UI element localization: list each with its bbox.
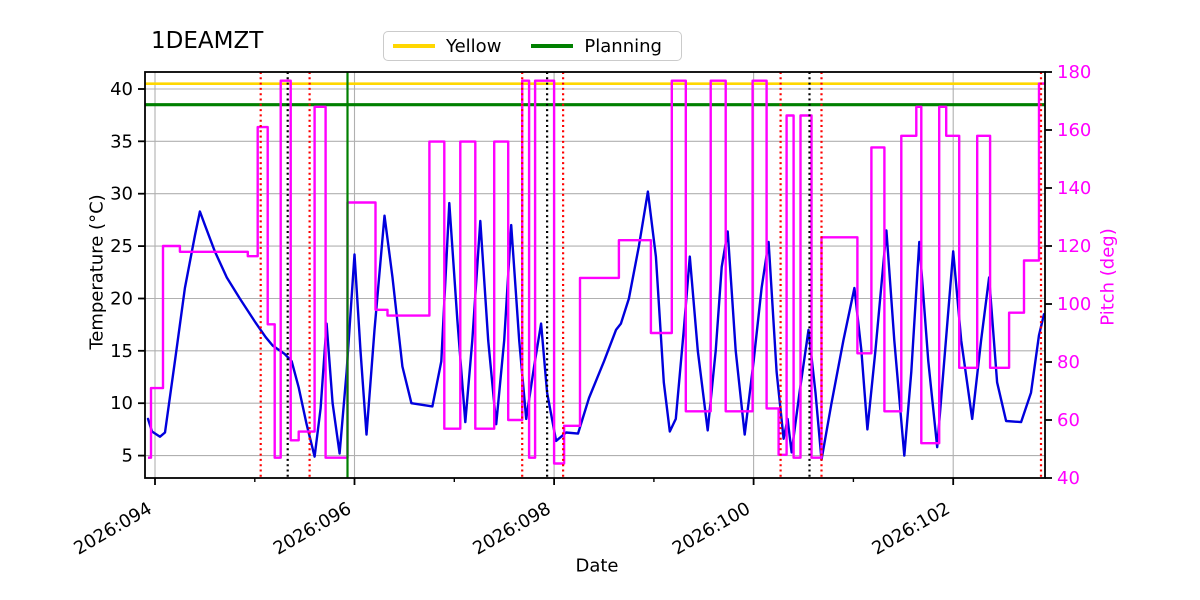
y-left-tick-label: 10 bbox=[110, 393, 133, 414]
axes-frame bbox=[144, 71, 1046, 479]
x-tick-label: 2026:094 bbox=[70, 498, 155, 559]
y-right-tick-label: 40 bbox=[1057, 468, 1080, 489]
y-left-tick-label: 35 bbox=[110, 131, 133, 152]
y-right-tick-label: 80 bbox=[1057, 352, 1080, 373]
x-tick-label: 2026:102 bbox=[869, 498, 954, 559]
temperature-line bbox=[146, 190, 1046, 461]
legend: Yellow Planning bbox=[383, 31, 682, 61]
pitch-line bbox=[148, 79, 1045, 465]
x-tick-label: 2026:096 bbox=[270, 498, 355, 559]
plot-svg: 5 10 15 20 25 30 35 40 40 60 80 100 120 140 160 180 2026… bbox=[70, 62, 1091, 559]
y-left-tick-label: 30 bbox=[110, 184, 133, 205]
y-left-tick-label: 15 bbox=[110, 341, 133, 362]
y-axis-label-left: Temperature (°C) bbox=[86, 194, 108, 350]
x-axis-label: Date bbox=[575, 555, 619, 577]
y-axis-label-right: Pitch (deg) bbox=[1097, 228, 1119, 326]
x-tick-label: 2026:100 bbox=[669, 498, 754, 559]
y-left-tick-label: 40 bbox=[110, 79, 133, 100]
y-right-tick-label: 140 bbox=[1057, 178, 1091, 199]
y-left-tick-label: 5 bbox=[122, 446, 133, 467]
legend-item-planning: Planning bbox=[531, 36, 662, 57]
chart-title: 1DEAMZT bbox=[151, 28, 264, 54]
y-left-tick-label: 20 bbox=[110, 289, 133, 310]
y-right-tick-label: 160 bbox=[1057, 120, 1091, 141]
y-right-tick-label: 180 bbox=[1057, 62, 1091, 83]
x-tick-label: 2026:098 bbox=[469, 498, 554, 559]
yellow-line-sample bbox=[393, 44, 435, 48]
planning-line-sample bbox=[531, 44, 574, 48]
plot-area: 5 10 15 20 25 30 35 40 40 60 80 100 120 140 160 180 2026… bbox=[70, 62, 1091, 559]
y-left-tick-label: 25 bbox=[110, 236, 133, 257]
legend-item-yellow: Yellow bbox=[393, 36, 501, 57]
legend-label-planning: Planning bbox=[584, 35, 662, 57]
legend-label-yellow: Yellow bbox=[446, 35, 502, 57]
y-right-tick-label: 120 bbox=[1057, 236, 1091, 257]
y-right-tick-label: 60 bbox=[1057, 410, 1080, 431]
y-right-tick-label: 100 bbox=[1057, 294, 1091, 315]
